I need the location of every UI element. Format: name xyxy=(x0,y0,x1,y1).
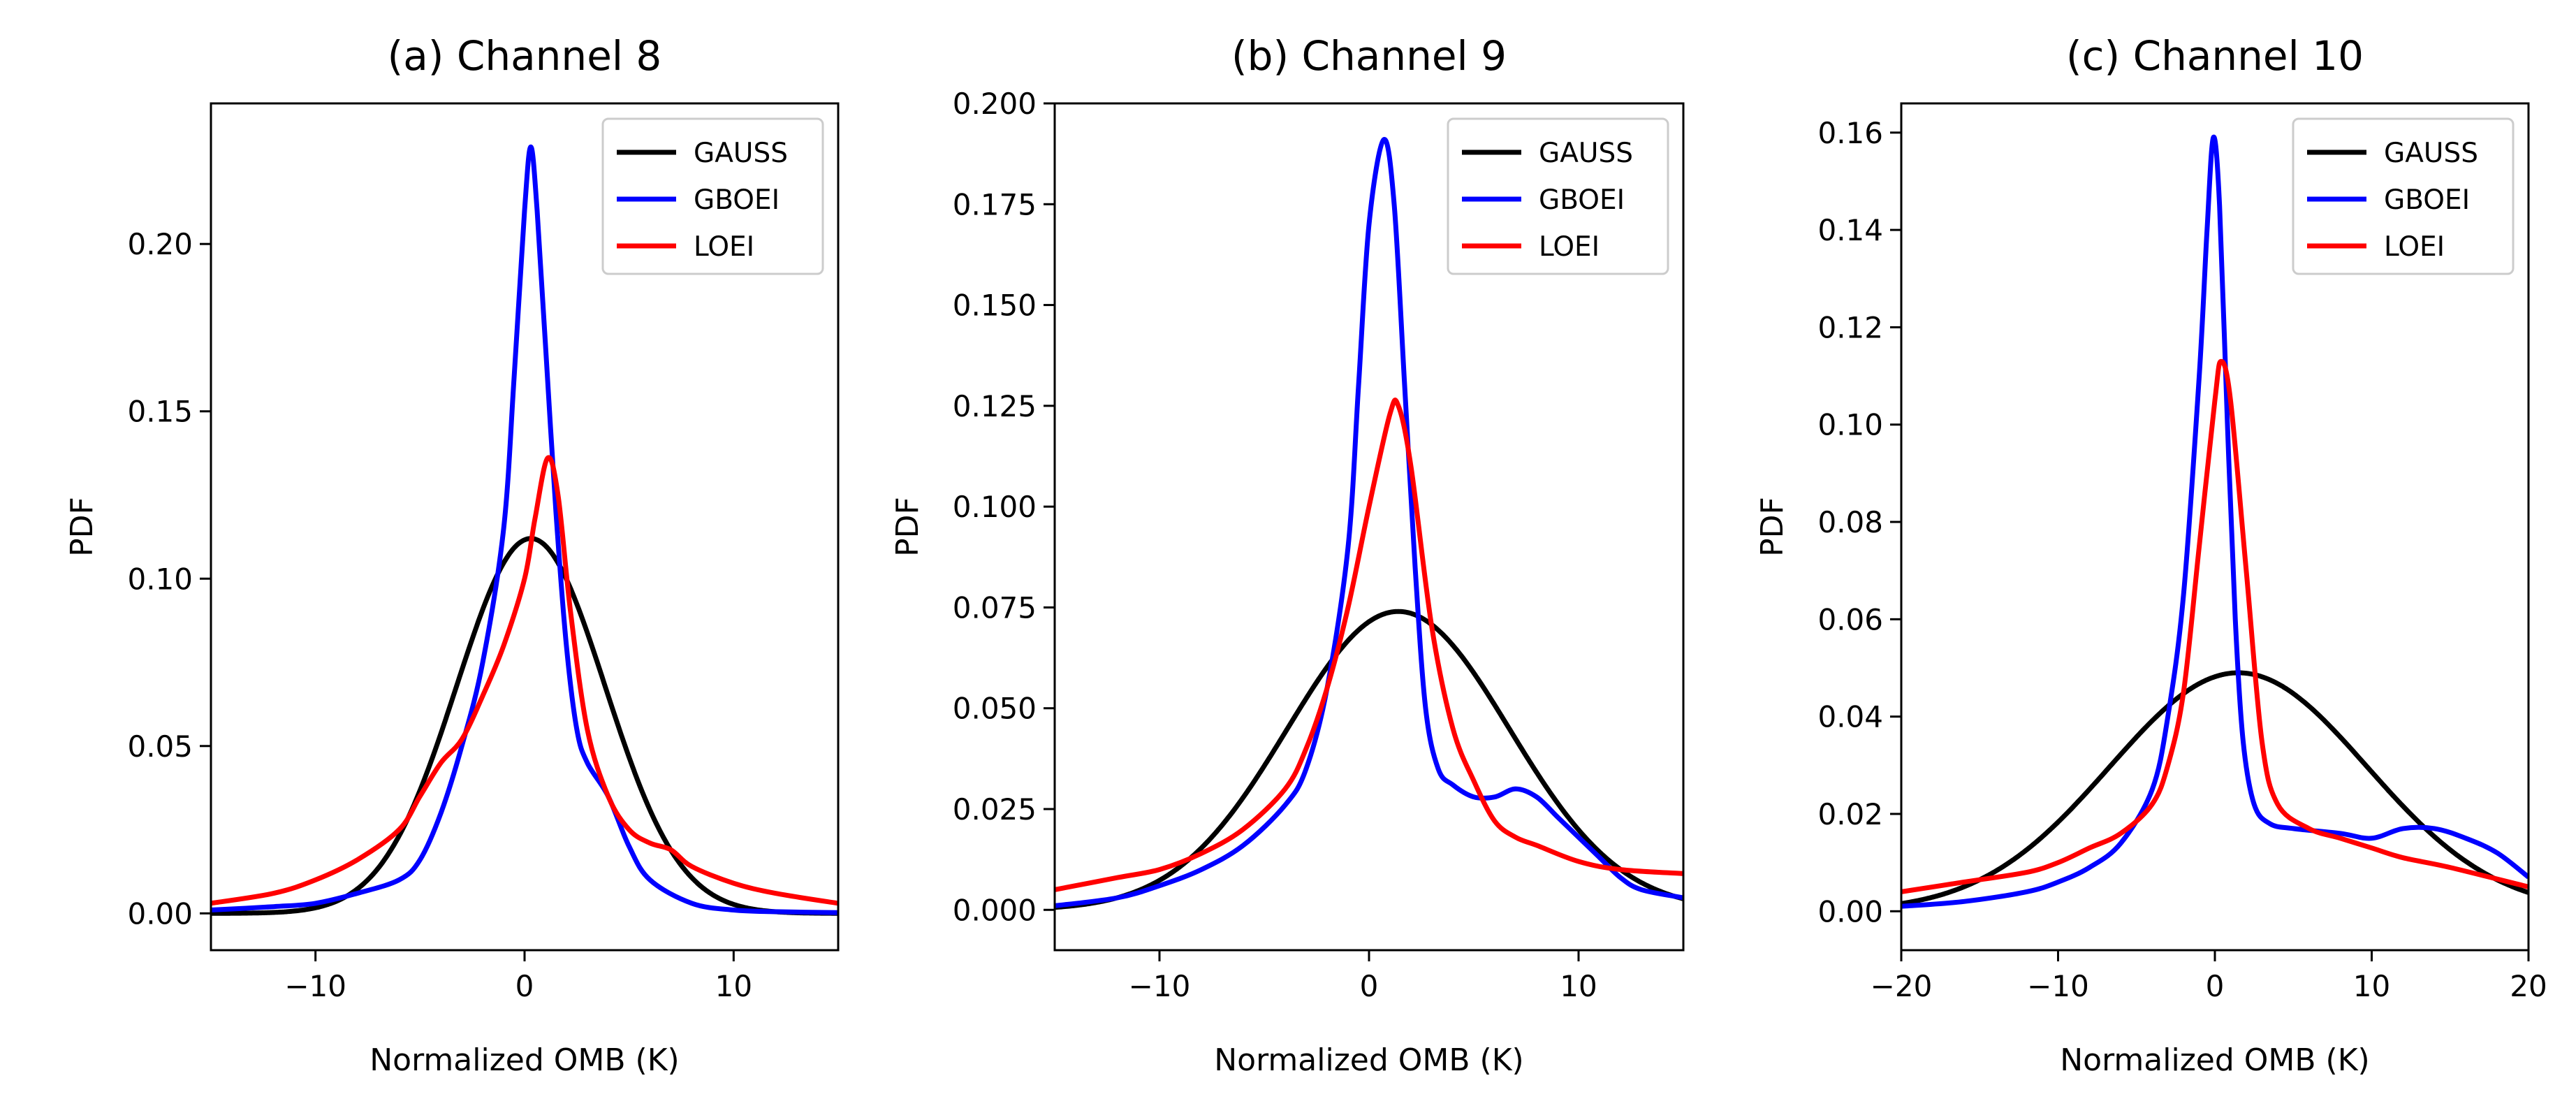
series-line-gboei xyxy=(1055,137,1683,908)
chart-title: (a) Channel 8 xyxy=(388,32,662,80)
y-tick-label: 0.000 xyxy=(953,893,1037,927)
y-tick-label: 0.200 xyxy=(953,87,1037,121)
y-tick-label: 0.150 xyxy=(953,289,1037,323)
series-line-gauss xyxy=(1055,609,1683,910)
legend: GAUSS GBOEI LOEI xyxy=(1447,117,1669,275)
legend-label-gboei: GBOEI xyxy=(694,184,780,216)
x-tick-label: 0 xyxy=(515,969,534,1003)
x-axis-label: Normalized OMB (K) xyxy=(369,1042,679,1078)
legend-label-loei: LOEI xyxy=(2384,231,2445,263)
y-tick-label: 0.050 xyxy=(953,692,1037,726)
legend-label-loei: LOEI xyxy=(1539,231,1600,263)
y-tick-label: 0.00 xyxy=(127,896,193,931)
x-tick-label: 10 xyxy=(1560,969,1597,1003)
x-tick-label: −10 xyxy=(284,969,346,1003)
series-group xyxy=(211,144,838,916)
y-tick-label: 0.10 xyxy=(1817,408,1883,442)
series-line-loei xyxy=(1055,398,1683,892)
x-tick-label: 20 xyxy=(2510,969,2547,1003)
y-tick-label: 0.025 xyxy=(953,792,1037,827)
y-axis-label: PDF xyxy=(64,497,100,557)
legend-label-gboei: GBOEI xyxy=(1539,184,1625,216)
y-tick-label: 0.04 xyxy=(1817,700,1883,734)
y-tick-label: 0.12 xyxy=(1817,310,1883,344)
panel-channel-9: −10 0 10 0.000 0.025 0.050 0.075 0.100 0.125 0.15… xyxy=(890,32,1685,1078)
x-tick-label: 0 xyxy=(1360,969,1379,1003)
x-tick-label: −20 xyxy=(1871,969,1933,1003)
y-tick-label: 0.20 xyxy=(127,227,193,261)
y-tick-label: 0.100 xyxy=(953,490,1037,524)
y-tick-label: 0.175 xyxy=(953,187,1037,221)
x-axis-label: Normalized OMB (K) xyxy=(2060,1042,2369,1078)
y-tick-label: 0.075 xyxy=(953,590,1037,625)
legend-box xyxy=(2292,117,2515,275)
legend-label-loei: LOEI xyxy=(694,231,754,263)
series-group xyxy=(1901,134,2529,909)
legend-box xyxy=(601,117,824,275)
chart-title: (c) Channel 10 xyxy=(2066,32,2364,80)
y-tick-label: 0.14 xyxy=(1817,213,1883,247)
legend-label-gboei: GBOEI xyxy=(2384,184,2470,216)
x-axis-label: Normalized OMB (K) xyxy=(1214,1042,1523,1078)
series-line-gboei xyxy=(1901,134,2529,909)
y-tick-label: 0.15 xyxy=(127,395,193,429)
legend-label-gauss: GAUSS xyxy=(694,138,788,169)
legend-box xyxy=(1447,117,1669,275)
y-tick-label: 0.08 xyxy=(1817,505,1883,539)
y-axis-label: PDF xyxy=(1755,497,1790,557)
legend-label-gauss: GAUSS xyxy=(1539,138,1633,169)
x-tick-label: 10 xyxy=(715,969,752,1003)
x-tick-label: −10 xyxy=(2027,969,2089,1003)
x-tick-label: −10 xyxy=(1129,969,1191,1003)
y-tick-label: 0.06 xyxy=(1817,602,1883,636)
series-group xyxy=(1055,137,1683,910)
y-tick-label: 0.02 xyxy=(1817,797,1883,831)
y-tick-label: 0.05 xyxy=(127,729,193,764)
series-line-loei xyxy=(211,455,838,906)
legend: GAUSS GBOEI LOEI xyxy=(601,117,824,275)
y-tick-label: 0.16 xyxy=(1817,116,1883,150)
x-tick-label: 0 xyxy=(2206,969,2225,1003)
y-axis-label: PDF xyxy=(890,497,925,557)
y-tick-label: 0.10 xyxy=(127,562,193,596)
panel-channel-8: −10 0 10 0.00 0.05 0.10 0.15 0.20 (a) Channel 8 N… xyxy=(64,32,840,1078)
legend-label-gauss: GAUSS xyxy=(2384,138,2478,169)
y-tick-label: 0.00 xyxy=(1817,894,1883,929)
series-line-gauss xyxy=(211,536,838,916)
y-tick-label: 0.125 xyxy=(953,389,1037,423)
series-line-gauss xyxy=(1901,670,2529,906)
chart-title: (b) Channel 9 xyxy=(1231,32,1507,80)
legend: GAUSS GBOEI LOEI xyxy=(2292,117,2515,275)
x-tick-label: 10 xyxy=(2353,969,2390,1003)
series-line-gboei xyxy=(211,144,838,915)
series-line-loei xyxy=(1901,358,2529,894)
panel-channel-10: −20 −10 0 10 20 0.00 0.02 0.04 0.06 0.08 0.10 0.12 0… xyxy=(1755,32,2547,1078)
